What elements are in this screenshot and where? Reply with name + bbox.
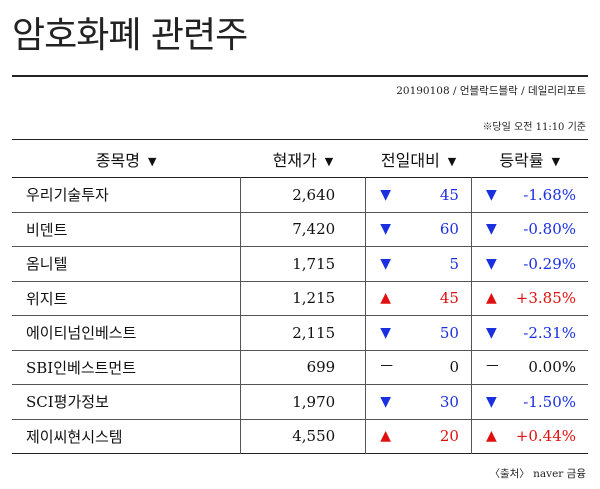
rate-cell: ㅡ 0.00% <box>470 350 588 385</box>
table-row[interactable]: 옴니텔 1,715 ▼ 5 ▼ -0.29% <box>12 246 588 281</box>
source-line: 20190108 / 언블락드블락 / 데일리리포트 <box>396 85 586 97</box>
up-triangle-icon: ▲ <box>380 428 391 445</box>
stock-table: 종목명 ▼ 현재가 ▼ 전일대비 ▼ 등락률 ▼ 우리기술투자 2,640 ▼ 45 ▼ -1.6… <box>12 139 588 454</box>
change-cell: ▲ 20 <box>365 419 472 454</box>
down-triangle-icon: ▼ <box>485 324 497 341</box>
change-cell: ▼ 60 <box>365 212 472 247</box>
stock-name: SCI평가정보 <box>26 393 109 412</box>
down-triangle-icon: ▼ <box>380 324 391 341</box>
table-row[interactable]: SCI평가정보 1,970 ▼ 30 ▼ -1.50% <box>12 384 588 419</box>
change-value: 50 <box>439 323 459 342</box>
up-triangle-icon: ▲ <box>485 290 497 307</box>
change-value: 30 <box>439 392 459 411</box>
flat-dash-icon: ㅡ <box>380 359 394 376</box>
current-price: 1,715 <box>239 246 366 281</box>
rate-cell: ▼ -0.80% <box>470 212 588 247</box>
down-triangle-icon: ▼ <box>485 255 497 272</box>
table-row[interactable]: 에이티넘인베스트 2,115 ▼ 50 ▼ -2.31% <box>12 315 588 350</box>
rate-cell: ▼ -0.29% <box>470 246 588 281</box>
rate-cell: ▲ +0.44% <box>470 419 588 454</box>
header-name[interactable]: 종목명 ▼ <box>12 140 240 178</box>
change-value: 60 <box>439 220 459 239</box>
change-cell: ▼ 45 <box>365 177 472 212</box>
rate-cell: ▼ -1.68% <box>470 177 588 212</box>
stock-name: 비덴트 <box>26 220 68 239</box>
current-price: 7,420 <box>239 212 366 247</box>
change-cell: ▼ 30 <box>365 384 472 419</box>
flat-dash-icon: ㅡ <box>485 359 499 376</box>
current-price: 2,115 <box>239 315 366 350</box>
rate-cell: ▼ -2.31% <box>470 315 588 350</box>
change-value: 5 <box>449 254 459 273</box>
sort-down-icon: ▼ <box>324 154 334 168</box>
rate-cell: ▼ -1.50% <box>470 384 588 419</box>
down-triangle-icon: ▼ <box>380 393 391 410</box>
current-price: 699 <box>239 350 366 385</box>
rate-value: -0.29% <box>523 254 576 273</box>
change-value: 20 <box>439 427 459 446</box>
table-row[interactable]: 우리기술투자 2,640 ▼ 45 ▼ -1.68% <box>12 177 588 212</box>
rate-cell: ▲ +3.85% <box>470 281 588 316</box>
sort-down-icon: ▼ <box>447 154 457 168</box>
down-triangle-icon: ▼ <box>485 186 497 203</box>
sort-down-icon: ▼ <box>147 154 157 168</box>
change-value: 45 <box>439 289 459 308</box>
current-price: 4,550 <box>239 419 366 454</box>
header-rate[interactable]: 등락률 ▼ <box>471 140 588 178</box>
table-row[interactable]: 위지트 1,215 ▲ 45 ▲ +3.85% <box>12 281 588 316</box>
down-triangle-icon: ▼ <box>380 221 391 238</box>
up-triangle-icon: ▲ <box>380 290 391 307</box>
header-change[interactable]: 전일대비 ▼ <box>366 140 472 178</box>
change-cell: ▲ 45 <box>365 281 472 316</box>
change-cell: ▼ 50 <box>365 315 472 350</box>
down-triangle-icon: ▼ <box>485 393 497 410</box>
change-value: 0 <box>449 358 459 377</box>
rate-value: -2.31% <box>523 323 576 342</box>
header-rate-label: 등락률 <box>499 150 544 170</box>
title-divider <box>12 75 588 77</box>
down-triangle-icon: ▼ <box>485 221 497 238</box>
stock-name: 옴니텔 <box>26 255 68 274</box>
header-name-label: 종목명 <box>95 150 140 170</box>
current-price: 2,640 <box>239 177 366 212</box>
stock-name: 에이티넘인베스트 <box>26 324 137 343</box>
table-row[interactable]: SBI인베스트먼트 699 ㅡ 0 ㅡ 0.00% <box>12 350 588 385</box>
rate-value: -1.50% <box>523 392 576 411</box>
current-price: 1,970 <box>239 384 366 419</box>
sort-down-icon: ▼ <box>551 154 561 168</box>
current-price: 1,215 <box>239 281 366 316</box>
stock-name: 우리기술투자 <box>26 186 109 205</box>
stock-name: 제이씨현시스템 <box>26 427 123 446</box>
header-change-label: 전일대비 <box>380 150 440 170</box>
source-credit: 〈출처〉 naver 금융 <box>489 468 586 480</box>
rate-value: 0.00% <box>528 358 576 377</box>
header-price[interactable]: 현재가 ▼ <box>240 140 366 178</box>
table-header-row: 종목명 ▼ 현재가 ▼ 전일대비 ▼ 등락률 ▼ <box>12 139 588 178</box>
stock-name: 위지트 <box>26 289 68 308</box>
header-price-label: 현재가 <box>272 150 317 170</box>
stock-name: SBI인베스트먼트 <box>26 358 137 377</box>
table-row[interactable]: 비덴트 7,420 ▼ 60 ▼ -0.80% <box>12 212 588 247</box>
up-triangle-icon: ▲ <box>485 428 497 445</box>
table-row[interactable]: 제이씨현시스템 4,550 ▲ 20 ▲ +0.44% <box>12 419 588 454</box>
rate-value: -0.80% <box>523 220 576 239</box>
down-triangle-icon: ▼ <box>380 255 391 272</box>
rate-value: -1.68% <box>523 185 576 204</box>
rate-value: +0.44% <box>515 427 576 446</box>
table-body: 우리기술투자 2,640 ▼ 45 ▼ -1.68% 비덴트 7,420 ▼ 60 ▼ -0.80% 옴… <box>12 177 588 454</box>
as-of-note: ※당일 오전 11:10 기준 <box>482 122 586 133</box>
change-value: 45 <box>439 185 459 204</box>
down-triangle-icon: ▼ <box>380 186 391 203</box>
page-title: 암호화폐 관련주 <box>12 15 248 56</box>
rate-value: +3.85% <box>515 289 576 308</box>
change-cell: ▼ 5 <box>365 246 472 281</box>
